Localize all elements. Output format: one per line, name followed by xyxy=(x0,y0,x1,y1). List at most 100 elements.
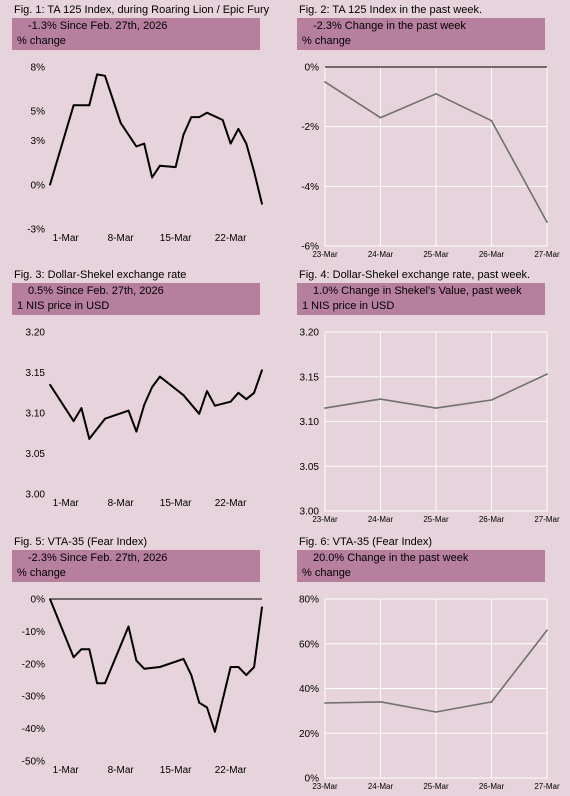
y-tick-label: 3.00 xyxy=(26,490,46,501)
y-tick-label: 3.00 xyxy=(300,507,320,518)
data-point xyxy=(261,606,263,608)
y-tick-label: -20% xyxy=(22,659,45,670)
data-point xyxy=(88,438,91,440)
x-tick-label: 22-Mar xyxy=(215,498,247,509)
y-tick-label: 0% xyxy=(31,180,46,191)
x-tick-label: 15-Mar xyxy=(160,765,192,776)
y-tick-label: 20% xyxy=(299,729,319,740)
data-point xyxy=(135,145,138,148)
data-point xyxy=(245,674,248,676)
y-tick-label: 3.20 xyxy=(300,328,320,339)
y-tick-label: 8% xyxy=(31,63,46,74)
figure-header: -2.3% Since Feb. 27th, 2026 % change xyxy=(12,550,260,582)
figure-1-panel: Fig. 1: TA 125 Index, during Roaring Lio… xyxy=(12,4,282,264)
figure-unit-label: % change xyxy=(302,35,351,47)
figure-4-panel: Fig. 4: Dollar-Shekel exchange rate, pas… xyxy=(297,269,567,529)
x-tick-label: 22-Mar xyxy=(215,765,247,776)
y-tick-label: 0% xyxy=(31,595,46,606)
figure-5-panel: Fig. 5: VTA-35 (Fear Index) -2.3% Since … xyxy=(12,536,282,796)
data-point xyxy=(49,383,51,386)
data-point xyxy=(182,658,185,660)
data-point xyxy=(379,398,382,400)
data-point xyxy=(206,390,208,392)
data-point xyxy=(546,373,548,375)
data-point xyxy=(104,417,106,420)
figure-title: Fig. 1: TA 125 Index, during Roaring Lio… xyxy=(14,4,270,16)
y-tick-label: 3.10 xyxy=(26,409,46,420)
figure-header: 1.0% Change in Shekel's Value, past week… xyxy=(297,283,545,315)
data-point xyxy=(229,142,232,145)
data-point xyxy=(546,221,548,223)
y-tick-label: 0% xyxy=(305,63,320,74)
data-point xyxy=(214,404,216,407)
data-point xyxy=(49,184,51,186)
data-point xyxy=(237,128,240,130)
data-point xyxy=(261,203,263,205)
x-tick-label: 8-Mar xyxy=(108,765,135,776)
x-tick-label: 24-Mar xyxy=(368,250,394,259)
figure-subtitle: -2.3% Since Feb. 27th, 2026 xyxy=(28,552,168,564)
data-point xyxy=(119,122,122,124)
y-tick-label: 3.05 xyxy=(300,462,320,473)
figure-5-chart: -50% -40% -30% -20% -10% 0% 1-Mar 8-Mar 15-Mar 22… xyxy=(22,595,263,776)
x-tick-label: 27-Mar xyxy=(534,515,560,524)
figure-header: 20.0% Change in the past week % change xyxy=(297,550,545,582)
data-point xyxy=(88,104,91,107)
figure-3-panel: Fig. 3: Dollar-Shekel exchange rate 0.5%… xyxy=(12,269,282,529)
data-point xyxy=(261,369,263,371)
y-tick-label: 0% xyxy=(305,774,320,785)
figure-subtitle: 0.5% Since Feb. 27th, 2026 xyxy=(28,285,164,297)
data-point xyxy=(198,701,200,704)
data-point xyxy=(159,164,161,167)
figure-1-chart: -3% 0% 3% 5% 8% 1-Mar 8-Mar 15-Mar 22-Mar xyxy=(27,63,263,244)
data-point xyxy=(253,392,255,394)
data-point xyxy=(159,375,161,378)
x-tick-label: 15-Mar xyxy=(160,498,192,509)
data-point xyxy=(151,386,153,388)
data-point xyxy=(143,142,145,145)
figure-2-panel: Fig. 2: TA 125 Index in the past week. -… xyxy=(297,4,567,264)
data-point xyxy=(198,413,200,415)
y-tick-label: -3% xyxy=(27,225,45,236)
figure-4-chart: 3.00 3.05 3.10 3.15 3.20 23-Mar 24-Mar 25-Mar 26… xyxy=(300,328,560,525)
y-tick-label: -6% xyxy=(301,242,319,253)
figure-subtitle: 20.0% Change in the past week xyxy=(313,552,469,564)
y-tick-label: -30% xyxy=(22,692,45,703)
x-tick-label: 25-Mar xyxy=(423,515,449,524)
figure-unit-label: 1 NIS price in USD xyxy=(17,300,110,312)
x-tick-label: 1-Mar xyxy=(53,765,80,776)
y-tick-label: -10% xyxy=(22,627,45,638)
y-tick-label: 3.15 xyxy=(300,372,320,383)
figure-unit-label: % change xyxy=(302,567,351,579)
figure-title: Fig. 4: Dollar-Shekel exchange rate, pas… xyxy=(299,269,531,281)
data-point xyxy=(104,75,106,77)
data-point xyxy=(490,399,493,401)
data-point xyxy=(324,702,326,704)
y-tick-label: 3.20 xyxy=(26,328,46,339)
data-point xyxy=(159,666,161,668)
data-point xyxy=(214,731,216,733)
figure-subtitle: -1.3% Since Feb. 27th, 2026 xyxy=(28,20,168,32)
figure-title: Fig. 6: VTA-35 (Fear Index) xyxy=(299,536,433,548)
figure-title: Fig. 5: VTA-35 (Fear Index) xyxy=(14,536,148,548)
series-line xyxy=(49,598,263,733)
x-tick-label: 25-Mar xyxy=(423,250,449,259)
data-point xyxy=(151,176,153,179)
data-point xyxy=(237,666,240,668)
x-tick-label: 25-Mar xyxy=(423,782,449,791)
x-tick-label: 27-Mar xyxy=(534,250,560,259)
data-point xyxy=(182,133,185,136)
figure-unit-label: 1 NIS price in USD xyxy=(302,300,395,312)
y-tick-label: 60% xyxy=(299,639,319,650)
data-point xyxy=(96,682,98,684)
data-point xyxy=(229,400,232,403)
x-tick-label: 24-Mar xyxy=(368,515,394,524)
data-point xyxy=(237,392,240,394)
data-point xyxy=(135,430,138,433)
y-tick-label: 3.05 xyxy=(26,449,46,460)
data-point xyxy=(88,648,91,650)
x-tick-label: 24-Mar xyxy=(368,782,394,791)
data-point xyxy=(229,666,232,668)
data-point xyxy=(206,111,208,114)
figure-2-chart: -6% -4% -2% 0% 23-Mar 24-Mar 25-Mar 26-Mar 27-Ma… xyxy=(301,63,560,260)
